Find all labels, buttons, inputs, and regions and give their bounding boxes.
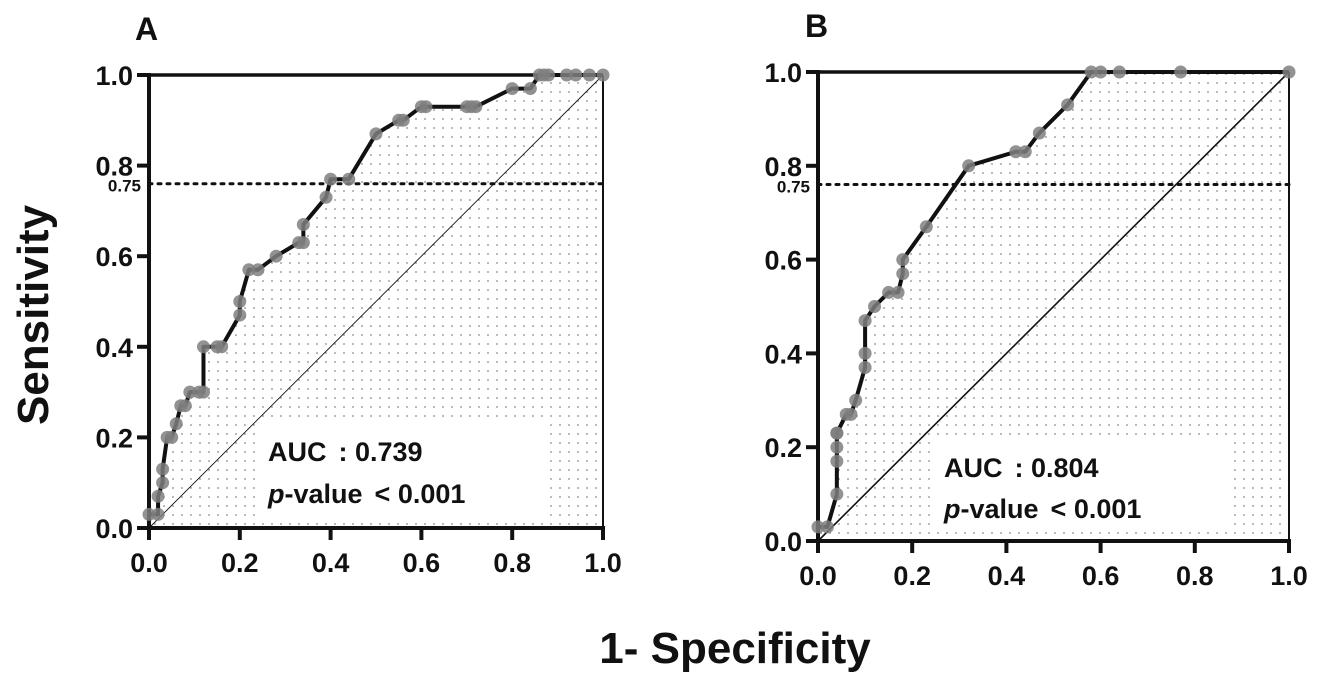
panel-b-roc-point (1061, 98, 1074, 111)
panel-a-roc-point (152, 508, 165, 521)
panel-b-roc-point (962, 159, 975, 172)
panel-a-roc-point (583, 69, 596, 82)
panel-b-x-tick-label: 0.2 (893, 561, 931, 591)
panel-b-roc-point (1094, 66, 1107, 79)
panel-b-roc-point (896, 267, 909, 280)
panel-b-y-tick-label: 0.8 (764, 152, 802, 182)
panel-a-roc-point (419, 100, 432, 113)
panel-a-y-tick-label: 0.4 (95, 333, 133, 363)
panel-b-auc-text: AUC: 0.804 (944, 453, 1099, 483)
panel-a-roc-point (270, 250, 283, 263)
panel-a-roc-point (342, 173, 355, 186)
panel-b-roc-point (830, 455, 843, 468)
panel-b-roc-point (859, 347, 872, 360)
panel-a-auc-text: AUC: 0.739 (268, 437, 423, 467)
panel-a-y-tick-label: 1.0 (95, 61, 133, 91)
panel-b-roc-point (1019, 145, 1032, 158)
panel-b-roc-point (1033, 126, 1046, 139)
panel-a-roc-point (324, 173, 337, 186)
panel-b-y-tick-label: 0.0 (764, 527, 802, 557)
panel-b-roc-point (830, 441, 843, 454)
panel-b-roc-point (868, 300, 881, 313)
panel-b-x-tick-label: 0.6 (1082, 561, 1120, 591)
panel-a-roc-point (569, 69, 582, 82)
panel-b-y-tick-label: 0.2 (764, 433, 802, 463)
panel-b: B 0.75 AUC: 0.804 p-value < 0.001 0.0 0.2 0.4 0.… (764, 8, 1307, 591)
panel-a-roc-point (397, 114, 410, 127)
panel-a-y-tick-label: 0.8 (95, 152, 133, 182)
panel-a-roc-point (156, 476, 169, 489)
x-axis-label: 1- Specificity (599, 624, 871, 673)
panel-b-roc-point (859, 361, 872, 374)
panel-a-roc-point (152, 490, 165, 503)
panel-b-roc-point (892, 286, 905, 299)
panel-b-roc-point (844, 408, 857, 421)
panel-a-roc-point (156, 463, 169, 476)
panel-b-roc-point (1174, 66, 1187, 79)
panel-b-roc-point (1113, 66, 1126, 79)
panel-b-x-tick-label: 0.4 (988, 561, 1026, 591)
panel-b-roc-point (859, 314, 872, 327)
panel-a-roc-point (506, 82, 519, 95)
panel-a-roc-point (233, 309, 246, 322)
panel-a-x-tick-label: 0.4 (312, 548, 350, 578)
panel-a-roc-point (597, 69, 610, 82)
panel-b-y-tick-label: 1.0 (764, 58, 802, 88)
panel-a-y-tick-label: 0.0 (95, 514, 133, 544)
panel-a-y-tick-label: 0.6 (95, 242, 133, 272)
panel-b-roc-point (849, 394, 862, 407)
panel-a-roc-point (370, 127, 383, 140)
panel-b-y-tick-label: 0.6 (764, 246, 802, 276)
panel-b-roc-point (896, 253, 909, 266)
panel-a-roc-point (524, 82, 537, 95)
panel-a-roc-point (233, 295, 246, 308)
panel-a-roc-point (215, 340, 228, 353)
panel-b-roc-point (830, 427, 843, 440)
panel-b-x-tick-label: 0.8 (1176, 561, 1214, 591)
panel-a-x-tick-label: 0.6 (403, 548, 441, 578)
panel-a-x-tick-label: 0.0 (130, 548, 168, 578)
panel-b-label: B (805, 8, 828, 44)
panel-a-roc-point (165, 431, 178, 444)
panel-b-roc-point (821, 520, 834, 533)
panel-a-label: A (135, 11, 158, 47)
panel-b-roc-point (830, 488, 843, 501)
panel-a-x-tick-label: 0.2 (221, 548, 259, 578)
panel-b-roc-point (920, 220, 933, 233)
panel-a-roc-point (197, 340, 210, 353)
panel-a-roc-point (197, 386, 210, 399)
panel-a-roc-point (297, 236, 310, 249)
panel-b-x-tick-label: 1.0 (1270, 561, 1308, 591)
panel-a-y-tick-label: 0.2 (95, 423, 133, 453)
panel-a: A 0.75 AUC: 0.739 p-value < 0.001 0.0 0.2 0.4 0.… (95, 11, 621, 578)
panel-a-roc-point (170, 417, 183, 430)
panel-a-roc-point (542, 69, 555, 82)
y-axis-label: Sensitivity (9, 204, 58, 425)
panel-a-roc-point (251, 263, 264, 276)
panel-a-x-tick-label: 1.0 (584, 548, 622, 578)
panel-a-roc-point (469, 100, 482, 113)
panel-a-roc-point (320, 191, 333, 204)
panel-b-roc-point (1283, 66, 1296, 79)
panel-a-roc-point (179, 399, 192, 412)
panel-b-x-tick-label: 0.0 (799, 561, 837, 591)
panel-b-y-tick-label: 0.4 (764, 339, 802, 369)
panel-a-x-tick-label: 0.8 (493, 548, 531, 578)
panel-a-roc-point (297, 218, 310, 231)
